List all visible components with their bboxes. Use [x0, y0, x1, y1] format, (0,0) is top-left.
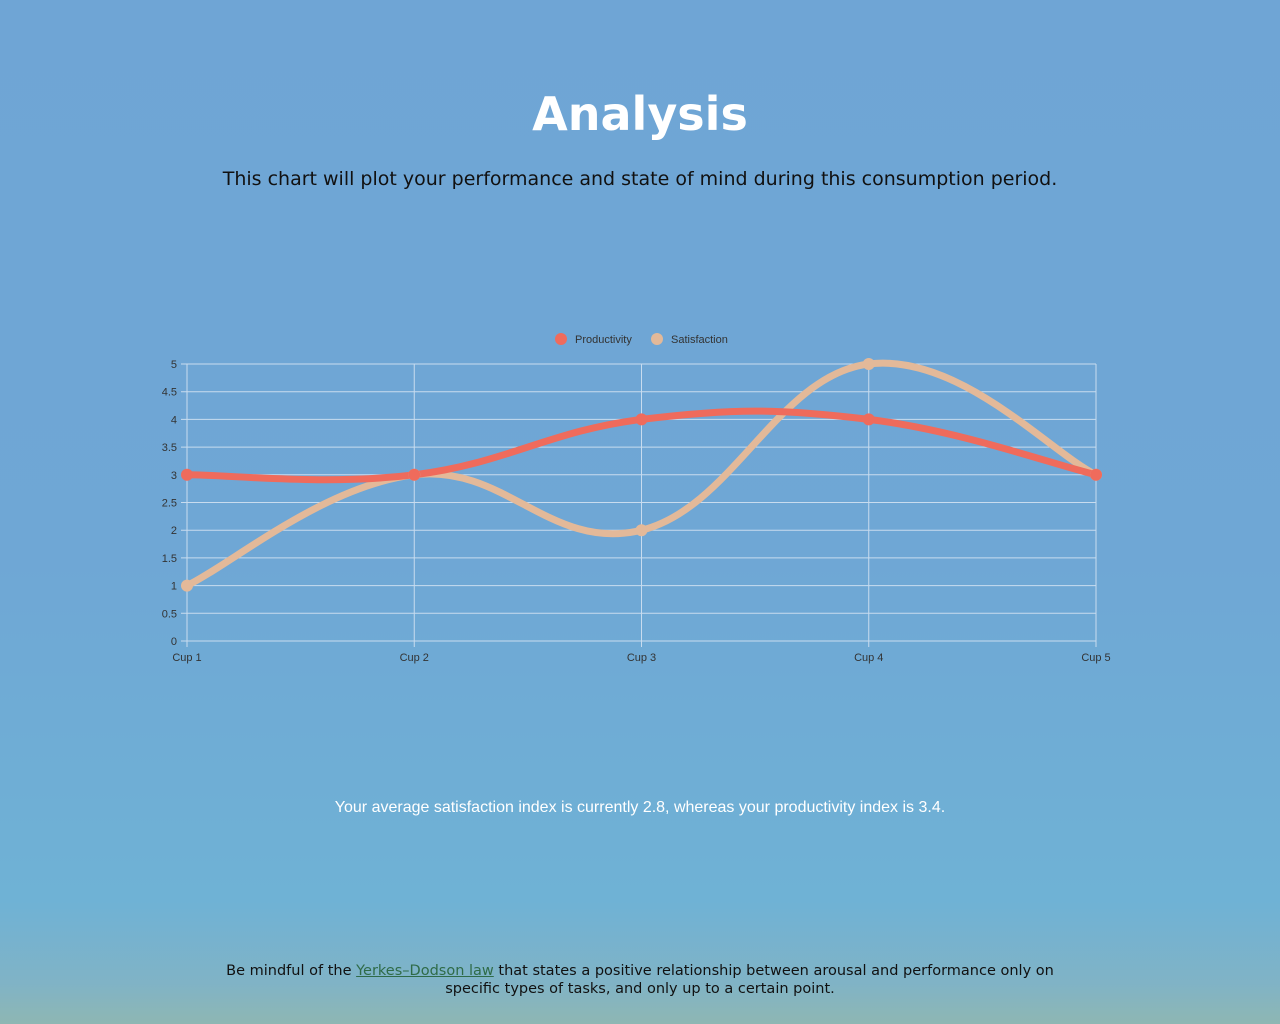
productivity-point — [1090, 468, 1102, 481]
chart-axis-labels: 0 0.5 1 1.5 2 2.5 3 3.5 4 4.5 5 Cup 1 Cup 2 Cup 3 Cup … — [162, 359, 1111, 664]
y-tick-label: 4.5 — [162, 387, 177, 399]
satisfaction-legend-marker — [651, 333, 663, 345]
y-tick-label: 4 — [171, 414, 177, 426]
satisfaction-point — [181, 579, 193, 592]
y-tick-label: 5 — [171, 359, 177, 371]
y-tick-label: 0 — [171, 636, 177, 648]
satisfaction-legend-label: Satisfaction — [671, 334, 728, 346]
page-subtitle: This chart will plot your performance an… — [222, 168, 1058, 190]
page-title: Analysis — [532, 87, 748, 141]
chart-grid — [181, 363, 1097, 647]
productivity-point — [635, 413, 648, 426]
y-tick-label: 0.5 — [162, 608, 177, 620]
satisfaction-point — [635, 524, 648, 537]
productivity-point — [862, 413, 875, 426]
y-tick-label: 2 — [171, 525, 177, 537]
footer-prefix: Be mindful of the — [226, 963, 357, 979]
y-tick-label: 1.5 — [162, 553, 177, 565]
footer-note: Be mindful of the Yerkes–Dodson law that… — [220, 962, 1060, 998]
x-tick-label: Cup 3 — [627, 652, 656, 664]
productivity-legend-marker — [555, 333, 567, 345]
chart-legend[interactable]: Productivity Satisfaction — [555, 333, 728, 346]
y-tick-label: 3 — [171, 470, 177, 482]
yerkes-dodson-link[interactable]: Yerkes–Dodson law — [356, 963, 494, 979]
x-tick-label: Cup 4 — [854, 652, 883, 664]
productivity-point — [408, 468, 421, 481]
chart-points — [181, 358, 1102, 592]
analysis-chart: 0 0.5 1 1.5 2 2.5 3 3.5 4 4.5 5 Cup 1 Cup 2 Cup 3 Cup … — [162, 333, 1111, 664]
y-tick-label: 3.5 — [162, 442, 177, 454]
x-tick-label: Cup 5 — [1081, 652, 1110, 664]
footer-suffix: that states a positive relationship betw… — [445, 963, 1054, 997]
productivity-legend-label: Productivity — [575, 334, 632, 346]
summary-text: Your average satisfaction index is curre… — [334, 799, 946, 816]
y-tick-label: 1 — [171, 581, 177, 593]
satisfaction-point — [862, 358, 875, 370]
x-tick-label: Cup 1 — [172, 652, 201, 664]
y-tick-label: 2.5 — [162, 498, 177, 510]
productivity-point — [181, 468, 193, 481]
x-tick-label: Cup 2 — [400, 652, 429, 664]
